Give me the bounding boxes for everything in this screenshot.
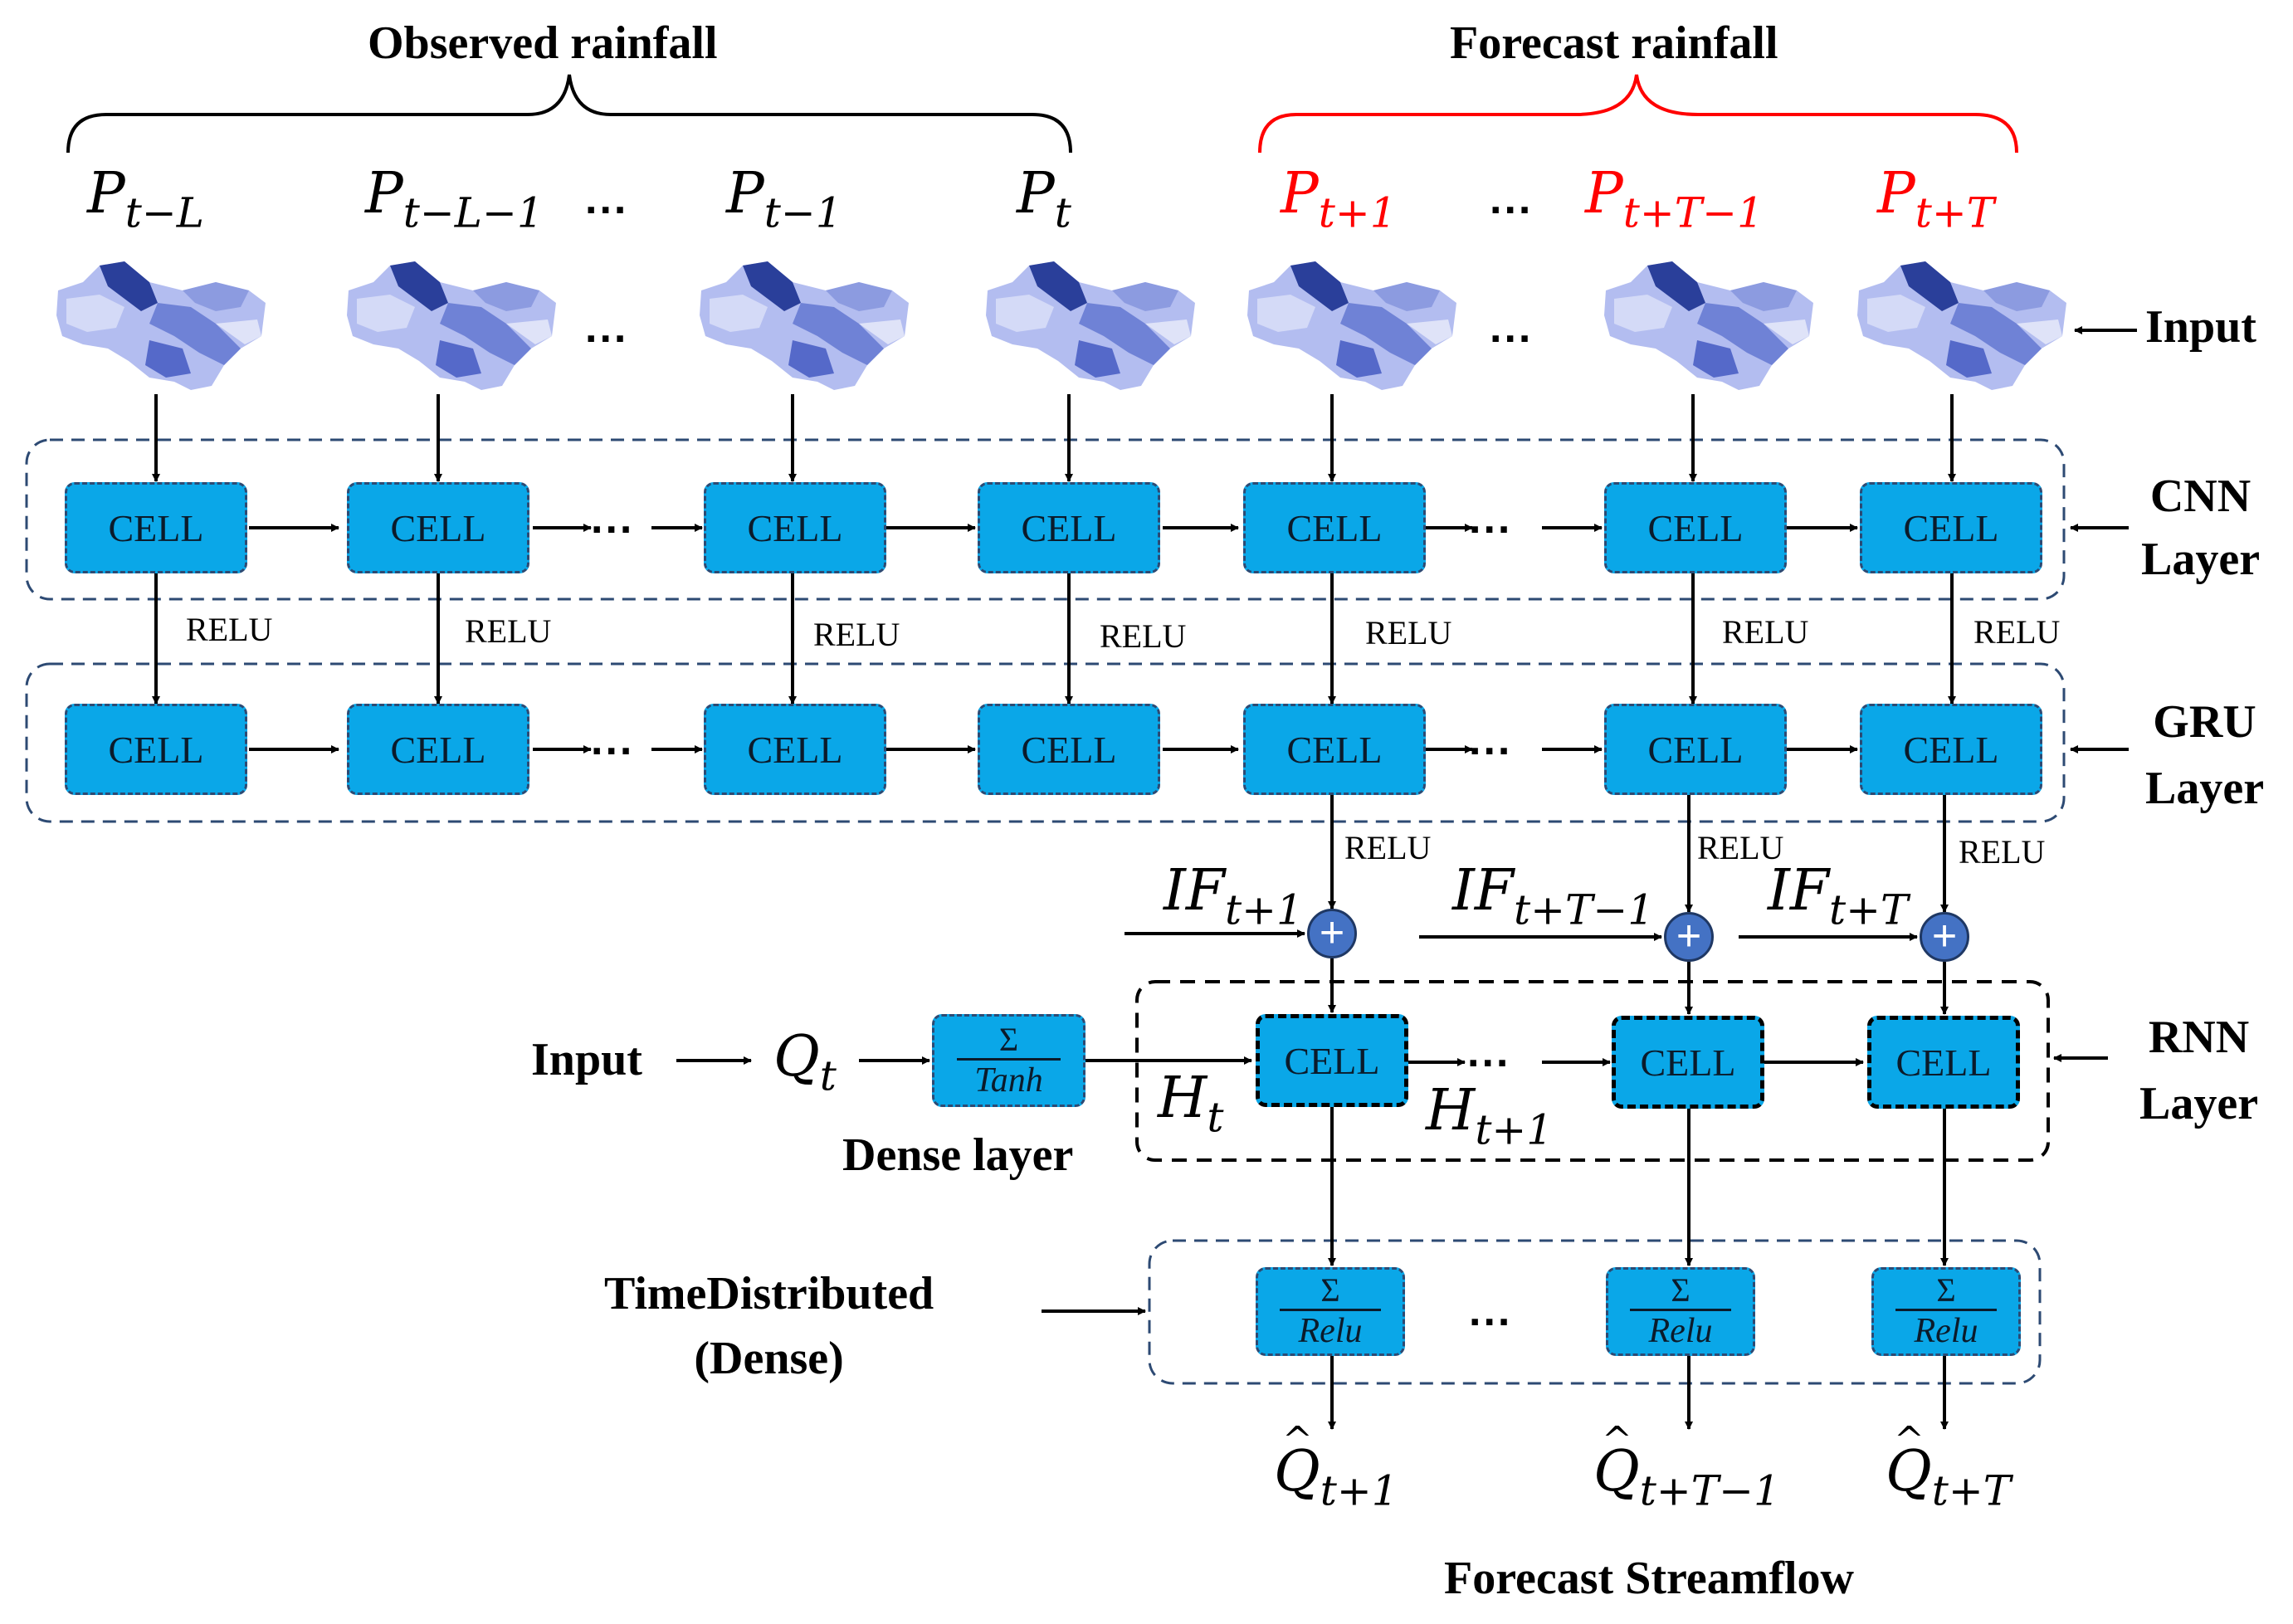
add-node-icon: + [1920,912,1969,962]
add-node-icon: + [1664,912,1714,962]
ellipsis: ... [585,175,629,223]
dense-relu-unit: Σ Relu [1256,1267,1405,1356]
cnn-cell: CELL [1860,482,2042,573]
output-streamflow-symbol: Qt+T−1 [1593,1439,1780,1515]
rainfall-map-5 [1247,261,1456,390]
relu-label: RELU [1100,617,1187,655]
relu-label: RELU [1697,829,1784,866]
inflow-symbol: IFt+T−1 [1452,858,1655,934]
relu-label: RELU [1722,613,1809,651]
rainfall-map-1 [56,261,266,390]
dense-relu-unit: Σ Relu [1606,1267,1755,1356]
ellipsis: ... [1467,1028,1511,1076]
forecast-streamflow-label: Forecast Streamflow [1444,1553,1854,1604]
gru-cell: CELL [978,704,1160,795]
ellipsis: ... [1469,1287,1513,1335]
ellipsis: ... [591,716,635,764]
gru-cell: CELL [704,704,886,795]
forecast-rainfall-symbol: Pt+T [1877,161,1995,237]
rnn-input-label: Input [531,1034,642,1085]
rainfall-symbol: Pt−1 [726,161,842,237]
cnn-group-box [25,438,2066,601]
gru-cell: CELL [1604,704,1787,795]
dense-layer-label: Dense layer [842,1129,1074,1181]
ellipsis: ... [1469,716,1513,764]
hat-accent: ^ [1282,1419,1313,1461]
hidden-state-symbol: Ht [1158,1066,1224,1142]
rainfall-map-2 [347,261,556,390]
rnn-cell: CELL [1867,1016,2020,1109]
dense-relu-unit: Σ Relu [1871,1267,2021,1356]
forecast-rainfall-label: Forecast rainfall [1450,17,1778,69]
rnn-cell: CELL [1256,1014,1408,1107]
relu-label: RELU [1959,833,2046,871]
rnn-layer-label: RNN Layer [2139,1012,2259,1129]
inflow-symbol: IFt+T [1768,858,1909,934]
rainfall-map-4 [986,261,1195,390]
rainfall-symbol: Pt−L−1 [365,161,544,237]
hat-accent: ^ [1602,1419,1632,1461]
cnn-layer-label: CNN Layer [2141,471,2261,585]
forecast-rainfall-symbol: Pt+1 [1281,161,1397,237]
output-streamflow-symbol: Qt+1 [1274,1439,1398,1515]
forecast-rainfall-symbol: Pt+T−1 [1585,161,1764,237]
hidden-state-symbol: Ht+1 [1426,1078,1554,1154]
relu-label: RELU [465,612,552,650]
rainfall-map-6 [1604,261,1813,390]
relu-label: RELU [1344,829,1432,866]
cnn-cell: CELL [65,482,247,573]
dense-tanh-unit: Σ Tanh [932,1014,1086,1107]
cnn-cell: CELL [978,482,1160,573]
cnn-cell: CELL [1604,482,1787,573]
relu-label: RELU [186,611,273,648]
ellipsis: ... [1490,304,1534,352]
output-streamflow-symbol: Qt+T [1886,1439,2012,1515]
gru-group-box [25,662,2066,823]
ellipsis: ... [591,495,635,543]
observed-brace [66,74,1072,154]
td-group-box [1148,1239,2042,1385]
cnn-cell: CELL [1243,482,1426,573]
rainfall-map-7 [1857,261,2066,390]
gru-cell: CELL [1860,704,2042,795]
forecast-brace [1258,74,2018,154]
rainfall-symbol: Pt [1017,161,1071,237]
gru-cell: CELL [65,704,247,795]
observed-rainfall-label: Observed rainfall [368,17,718,69]
cnn-cell: CELL [347,482,529,573]
rainfall-symbol: Pt−L [87,161,204,237]
relu-label: RELU [1973,613,2061,651]
add-node-icon: + [1307,909,1357,958]
ellipsis: ... [1469,495,1513,543]
input-label: Input [2145,301,2256,353]
inflow-symbol: IFt+1 [1164,858,1303,934]
time-distributed-label: TimeDistributed (Dense) [604,1268,934,1384]
rnn-cell: CELL [1612,1016,1764,1109]
rainfall-map-3 [700,261,909,390]
gru-cell: CELL [347,704,529,795]
rnn-group-box [1135,980,2050,1162]
ellipsis: ... [585,304,629,352]
gru-layer-label: GRU Layer [2145,696,2265,814]
hat-accent: ^ [1894,1419,1925,1461]
gru-cell: CELL [1243,704,1426,795]
discharge-input-symbol: Qt [773,1024,837,1100]
cnn-cell: CELL [704,482,886,573]
ellipsis: ... [1490,175,1534,223]
relu-label: RELU [1365,614,1452,651]
relu-label: RELU [813,616,900,653]
